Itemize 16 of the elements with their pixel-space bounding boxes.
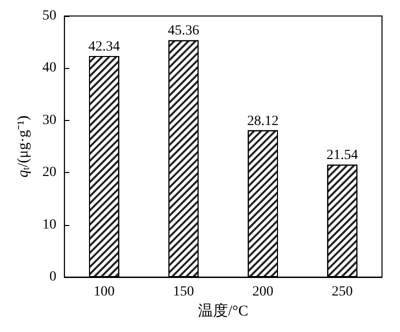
data-label: 45.36 [168,24,200,39]
data-label: 28.12 [247,114,279,129]
x-tick-label: 150 [173,284,194,300]
x-axis-title: 温度/°C [198,302,248,320]
y-tick-label: 10 [42,217,56,232]
y-tick-label: 0 [49,270,56,285]
y-axis-title: qt/(μg·g⁻¹) [16,116,32,178]
data-label: 42.34 [88,40,120,54]
y-tick-label: 50 [42,8,56,24]
x-tick-label: 250 [332,284,353,300]
x-tick-label: 100 [94,284,115,300]
data-label: 21.54 [326,148,358,164]
y-tick-label: 30 [42,112,56,128]
y-tick-label: 40 [42,60,56,76]
x-tick-label: 200 [252,284,274,300]
y-tick-label: 20 [42,165,56,180]
